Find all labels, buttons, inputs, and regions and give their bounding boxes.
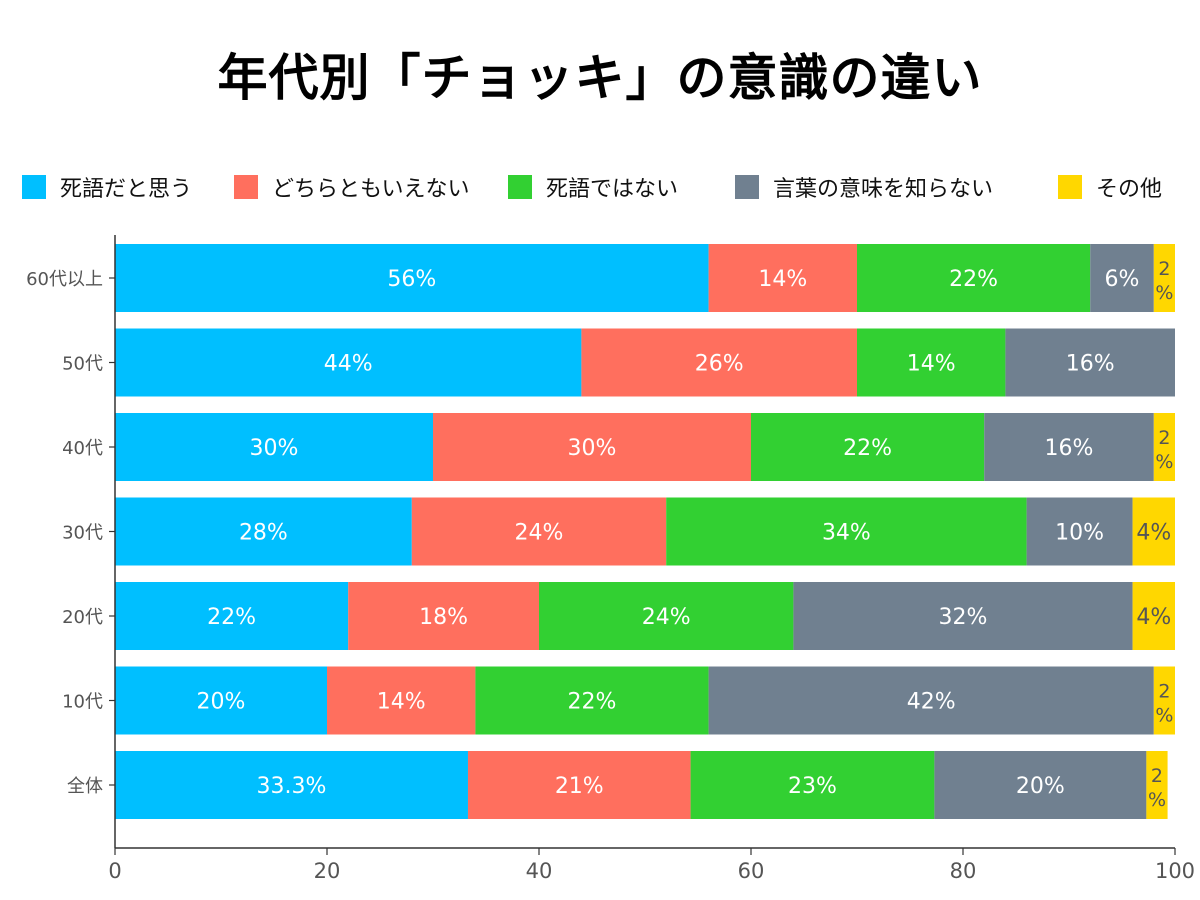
bar-segment (433, 413, 751, 481)
data-label: 22% (949, 267, 998, 292)
data-label: 2% (1155, 681, 1173, 727)
data-label: 42% (907, 690, 956, 715)
bar-segment (708, 244, 857, 312)
data-label: 4% (1136, 605, 1171, 630)
bar-segment (1146, 751, 1168, 819)
bar-segment (115, 328, 582, 397)
data-label: 24% (642, 605, 691, 630)
bar-segment (793, 582, 1133, 650)
data-label: 30% (250, 436, 299, 461)
bar-segment (1132, 497, 1175, 566)
bar-segment (690, 751, 935, 819)
y-tick-label: 60代以上 (26, 269, 103, 290)
data-label: 34% (822, 521, 871, 546)
x-tick-label: 0 (108, 859, 121, 883)
bar-segment (857, 328, 1006, 397)
bar-segment (1153, 666, 1175, 735)
x-tick-label: 100 (1155, 859, 1195, 883)
data-label: 2% (1155, 427, 1173, 473)
data-label: 18% (419, 605, 468, 630)
data-label: 23% (788, 774, 837, 799)
bar-segment (115, 751, 468, 819)
data-label: 14% (377, 690, 426, 715)
bar-segment (984, 413, 1154, 481)
bar-segment (467, 751, 691, 819)
x-tick-label: 60 (738, 859, 765, 883)
data-label: 20% (1016, 774, 1065, 799)
data-label: 2% (1148, 765, 1166, 811)
bar-segment (1153, 244, 1175, 312)
bar-segment (1132, 582, 1175, 650)
bar-segment (115, 244, 709, 312)
y-tick-label: 40代 (62, 438, 103, 459)
bar-segment (581, 328, 857, 397)
data-label: 16% (1045, 436, 1094, 461)
bar-segment (115, 413, 433, 481)
data-label: 24% (515, 521, 564, 546)
data-label: 22% (207, 605, 256, 630)
bar-segment (539, 582, 794, 650)
bar-segment (327, 666, 476, 735)
data-label: 44% (324, 352, 373, 377)
bar-segment (411, 497, 667, 566)
data-label: 56% (387, 267, 436, 292)
data-label: 2% (1155, 258, 1173, 304)
data-label: 32% (939, 605, 988, 630)
data-label: 21% (555, 774, 604, 799)
bar-segment (751, 413, 985, 481)
bar-segment (1153, 413, 1175, 481)
bar-segment (1005, 328, 1175, 397)
x-tick-label: 20 (314, 859, 341, 883)
bar-segment (115, 497, 412, 566)
bar-segment (1090, 244, 1154, 312)
y-tick-label: 20代 (62, 607, 103, 628)
bar-segment (708, 666, 1154, 735)
chart-title: 年代別「チョッキ」の意識の違い (217, 49, 983, 107)
y-tick-label: 全体 (67, 776, 103, 797)
bar-segment (475, 666, 709, 735)
bar-segment (115, 666, 327, 735)
y-tick-label: 50代 (62, 354, 103, 375)
bar-segment (666, 497, 1027, 566)
data-label: 6% (1105, 267, 1140, 292)
data-label: 22% (843, 436, 892, 461)
data-label: 4% (1136, 521, 1171, 546)
bar-segment (934, 751, 1147, 819)
data-label: 30% (568, 436, 617, 461)
data-label: 16% (1066, 352, 1115, 377)
y-tick-label: 10代 (62, 692, 103, 713)
x-tick-label: 40 (526, 859, 553, 883)
data-label: 14% (758, 267, 807, 292)
data-label: 14% (907, 352, 956, 377)
bar-segment (348, 582, 539, 650)
data-label: 33.3% (257, 774, 327, 799)
data-label: 28% (239, 521, 288, 546)
data-label: 10% (1055, 521, 1104, 546)
bar-segment (1026, 497, 1133, 566)
data-label: 26% (695, 352, 744, 377)
data-label: 22% (568, 690, 617, 715)
data-label: 20% (197, 690, 246, 715)
y-tick-label: 30代 (62, 523, 103, 544)
bar-segment (857, 244, 1091, 312)
bar-segment (115, 582, 349, 650)
x-tick-label: 80 (950, 859, 977, 883)
